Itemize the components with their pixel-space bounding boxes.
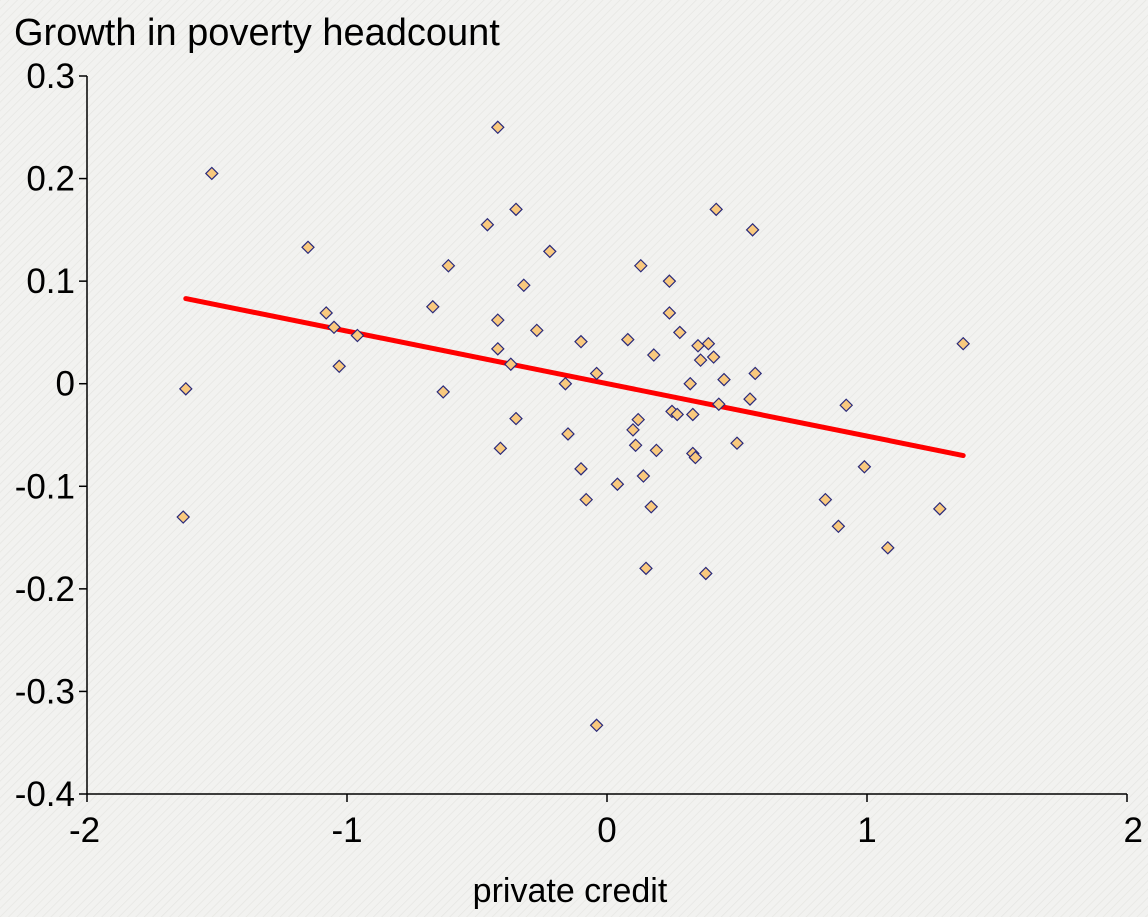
data-point (831, 519, 846, 534)
data-point (425, 299, 440, 314)
data-point (327, 320, 341, 335)
y-tick-label: 0.1 (26, 262, 75, 301)
data-point (685, 407, 700, 422)
data-point (441, 258, 456, 273)
data-point (579, 492, 594, 507)
data-point (490, 120, 505, 135)
data-point (503, 357, 518, 372)
x-axis-label: private credit (473, 872, 668, 910)
data-point (688, 450, 703, 465)
chart-title: Growth in poverty headcount (14, 12, 500, 54)
data-point (701, 336, 716, 351)
data-point (839, 398, 854, 413)
data-point (301, 240, 315, 255)
data-point (516, 278, 531, 293)
data-point (589, 366, 604, 381)
x-tick-label: 2 (1124, 811, 1143, 850)
data-point (743, 392, 757, 406)
data-point (693, 353, 708, 367)
data-point (631, 412, 646, 427)
trend-line (183, 296, 966, 459)
data-point (717, 372, 731, 387)
data-point (620, 332, 635, 347)
y-tick-label: -0.1 (15, 467, 75, 506)
data-point (649, 443, 664, 458)
data-point (636, 469, 651, 483)
data-point (178, 381, 193, 396)
y-axis-ticks: 0.3 0.2 0.1 0 -0.1 -0.2 -0.3 -0.4 (15, 57, 87, 814)
y-tick-label: -0.3 (15, 672, 75, 711)
data-point (561, 427, 575, 441)
data-point (662, 306, 677, 320)
data-point (204, 166, 219, 181)
data-point (574, 334, 588, 349)
data-points (176, 120, 971, 733)
y-tick-label: 0 (56, 365, 75, 404)
x-tick-label: 1 (857, 811, 876, 850)
data-point (610, 477, 625, 492)
x-tick-label: -1 (331, 811, 362, 850)
data-point (490, 313, 505, 327)
data-point (176, 510, 191, 524)
data-point (644, 499, 659, 514)
data-point (857, 459, 872, 474)
data-point (880, 540, 895, 555)
data-point (706, 350, 721, 364)
y-tick-label: 0.2 (26, 160, 75, 199)
y-tick-label: -0.4 (15, 775, 75, 814)
data-point (529, 323, 544, 338)
data-point (480, 217, 495, 232)
trend-line-group (183, 296, 966, 459)
x-tick-label: 0 (597, 811, 616, 850)
data-point (490, 341, 505, 356)
data-point (436, 385, 451, 399)
data-point (628, 438, 643, 453)
data-point (626, 423, 640, 437)
data-point (574, 462, 588, 476)
data-point (683, 376, 698, 391)
data-point (748, 366, 763, 381)
x-tick-label: -2 (69, 811, 100, 850)
data-point (709, 202, 724, 217)
data-point (509, 411, 523, 426)
data-point (493, 441, 508, 456)
data-point (639, 561, 653, 576)
data-point (319, 306, 334, 320)
data-point (672, 325, 687, 340)
data-point (932, 502, 947, 516)
data-point (542, 244, 557, 259)
x-axis-ticks: -2 -1 0 1 2 (69, 794, 1143, 850)
y-tick-label: 0.3 (26, 57, 75, 96)
data-point (670, 407, 685, 422)
data-point (332, 359, 347, 374)
data-point (350, 328, 365, 343)
data-point (711, 397, 726, 412)
data-point (633, 258, 648, 273)
data-point (818, 492, 833, 507)
data-point (558, 376, 573, 391)
data-point (730, 436, 744, 451)
data-point (662, 274, 677, 288)
y-tick-label: -0.2 (15, 570, 75, 609)
data-point (745, 223, 760, 237)
data-point (956, 336, 971, 351)
data-point (509, 202, 523, 217)
data-point (646, 348, 661, 362)
data-point (589, 718, 604, 733)
data-point (698, 566, 713, 581)
